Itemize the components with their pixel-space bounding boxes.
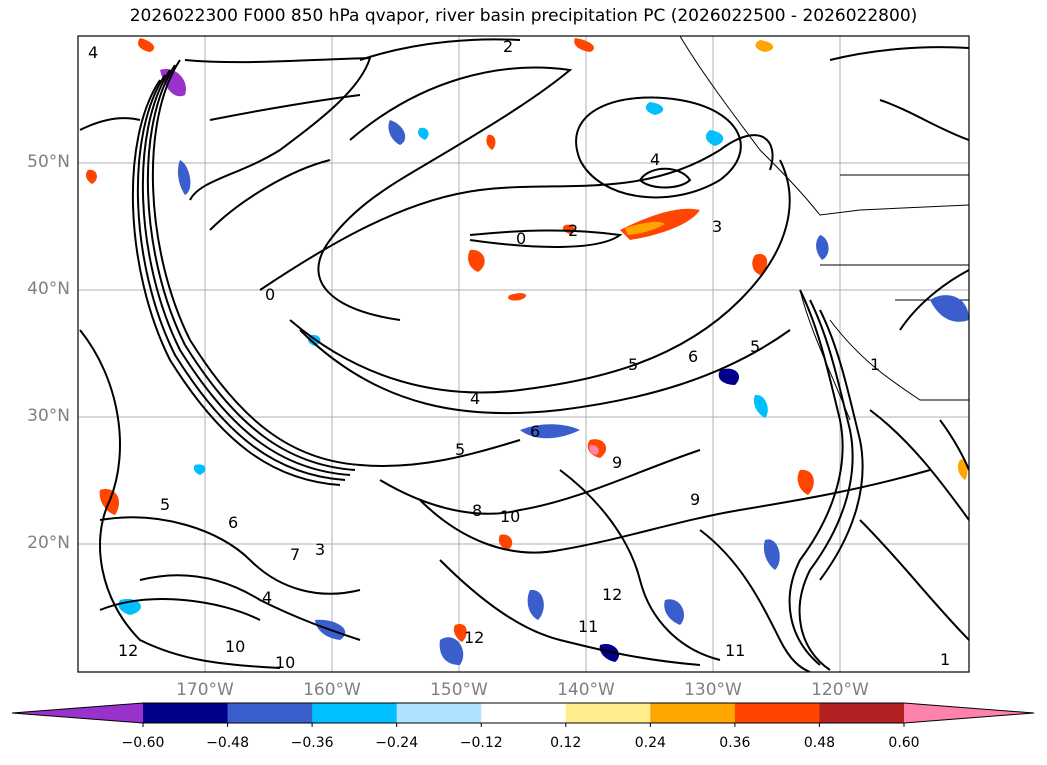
colorbar-extend-high (904, 703, 1034, 723)
contour-labels: 4 4 4 2 2 0 0 3 5 5 5 6 6 6 7 8 9 9 10 1… (88, 37, 950, 672)
svg-text:10: 10 (500, 507, 520, 526)
svg-text:2: 2 (503, 37, 513, 56)
colorbar-tick-label: 0.24 (634, 735, 666, 751)
svg-text:5: 5 (160, 495, 170, 514)
svg-text:4: 4 (470, 389, 480, 408)
colorbar-tick-label: −0.36 (290, 735, 334, 751)
colorbar-segment (312, 703, 398, 723)
lon-label-150w: 150°W (430, 680, 488, 700)
colorbar-segment (143, 703, 229, 723)
map-title: 2026022300 F000 850 hPa qvapor, river ba… (129, 6, 918, 26)
qvapor-contours (79, 38, 969, 672)
colorbar-tick-label: 0.60 (888, 735, 920, 751)
svg-text:12: 12 (118, 641, 138, 660)
svg-text:10: 10 (225, 637, 245, 656)
svg-text:1: 1 (870, 355, 880, 374)
lon-label-170w: 170°W (176, 680, 234, 700)
svg-text:11: 11 (578, 617, 598, 636)
svg-text:7: 7 (290, 545, 300, 564)
svg-text:9: 9 (612, 453, 622, 472)
svg-text:6: 6 (228, 513, 238, 532)
svg-text:4: 4 (650, 150, 660, 169)
lon-label-130w: 130°W (684, 680, 742, 700)
colorbar-segments (12, 703, 1034, 723)
svg-text:0: 0 (516, 229, 526, 248)
svg-text:6: 6 (530, 422, 540, 441)
colorbar-tick-label: −0.24 (375, 735, 419, 751)
colorbar-extend-low (12, 703, 143, 723)
svg-text:4: 4 (88, 43, 98, 62)
colorbar-segment (565, 703, 651, 723)
colorbar-outline (11, 702, 1035, 724)
svg-text:12: 12 (602, 585, 622, 604)
svg-text:4: 4 (262, 588, 272, 607)
colorbar-tick-label: −0.12 (459, 735, 503, 751)
svg-text:3: 3 (712, 217, 722, 236)
svg-text:5: 5 (750, 337, 760, 356)
svg-text:10: 10 (275, 653, 295, 672)
lat-label-30n: 30°N (27, 406, 70, 426)
lon-label-120w: 120°W (811, 680, 869, 700)
svg-text:11: 11 (725, 641, 745, 660)
lon-label-160w: 160°W (303, 680, 361, 700)
colorbar-tick-label: 0.48 (803, 735, 836, 751)
svg-text:9: 9 (690, 490, 700, 509)
lat-label-40n: 40°N (27, 279, 70, 299)
colorbar-segment (819, 703, 905, 723)
colorbar-tick-label: 0.12 (550, 735, 582, 751)
colorbar-tick-label: 0.36 (719, 735, 751, 751)
lat-label-50n: 50°N (27, 152, 70, 172)
svg-text:5: 5 (455, 440, 465, 459)
colorbar-segment (396, 703, 482, 723)
svg-text:12: 12 (464, 628, 484, 647)
precip-shading (85, 38, 969, 665)
colorbar-tick-label: −0.60 (121, 735, 165, 751)
lat-label-20n: 20°N (27, 533, 70, 553)
svg-text:3: 3 (315, 540, 325, 559)
svg-text:2: 2 (568, 221, 578, 240)
colorbar-segment (650, 703, 736, 723)
svg-text:0: 0 (265, 285, 275, 304)
svg-text:1: 1 (940, 650, 950, 669)
colorbar-tickmarks (142, 723, 905, 727)
colorbar-tick-label: −0.48 (206, 735, 249, 751)
lon-label-140w: 140°W (557, 680, 615, 700)
svg-text:8: 8 (472, 501, 482, 520)
map-frame (77, 35, 970, 673)
colorbar-segment (734, 703, 820, 723)
colorbar-segment (227, 703, 313, 723)
svg-text:6: 6 (688, 347, 698, 366)
colorbar-segment (481, 703, 567, 723)
svg-text:5: 5 (628, 355, 638, 374)
